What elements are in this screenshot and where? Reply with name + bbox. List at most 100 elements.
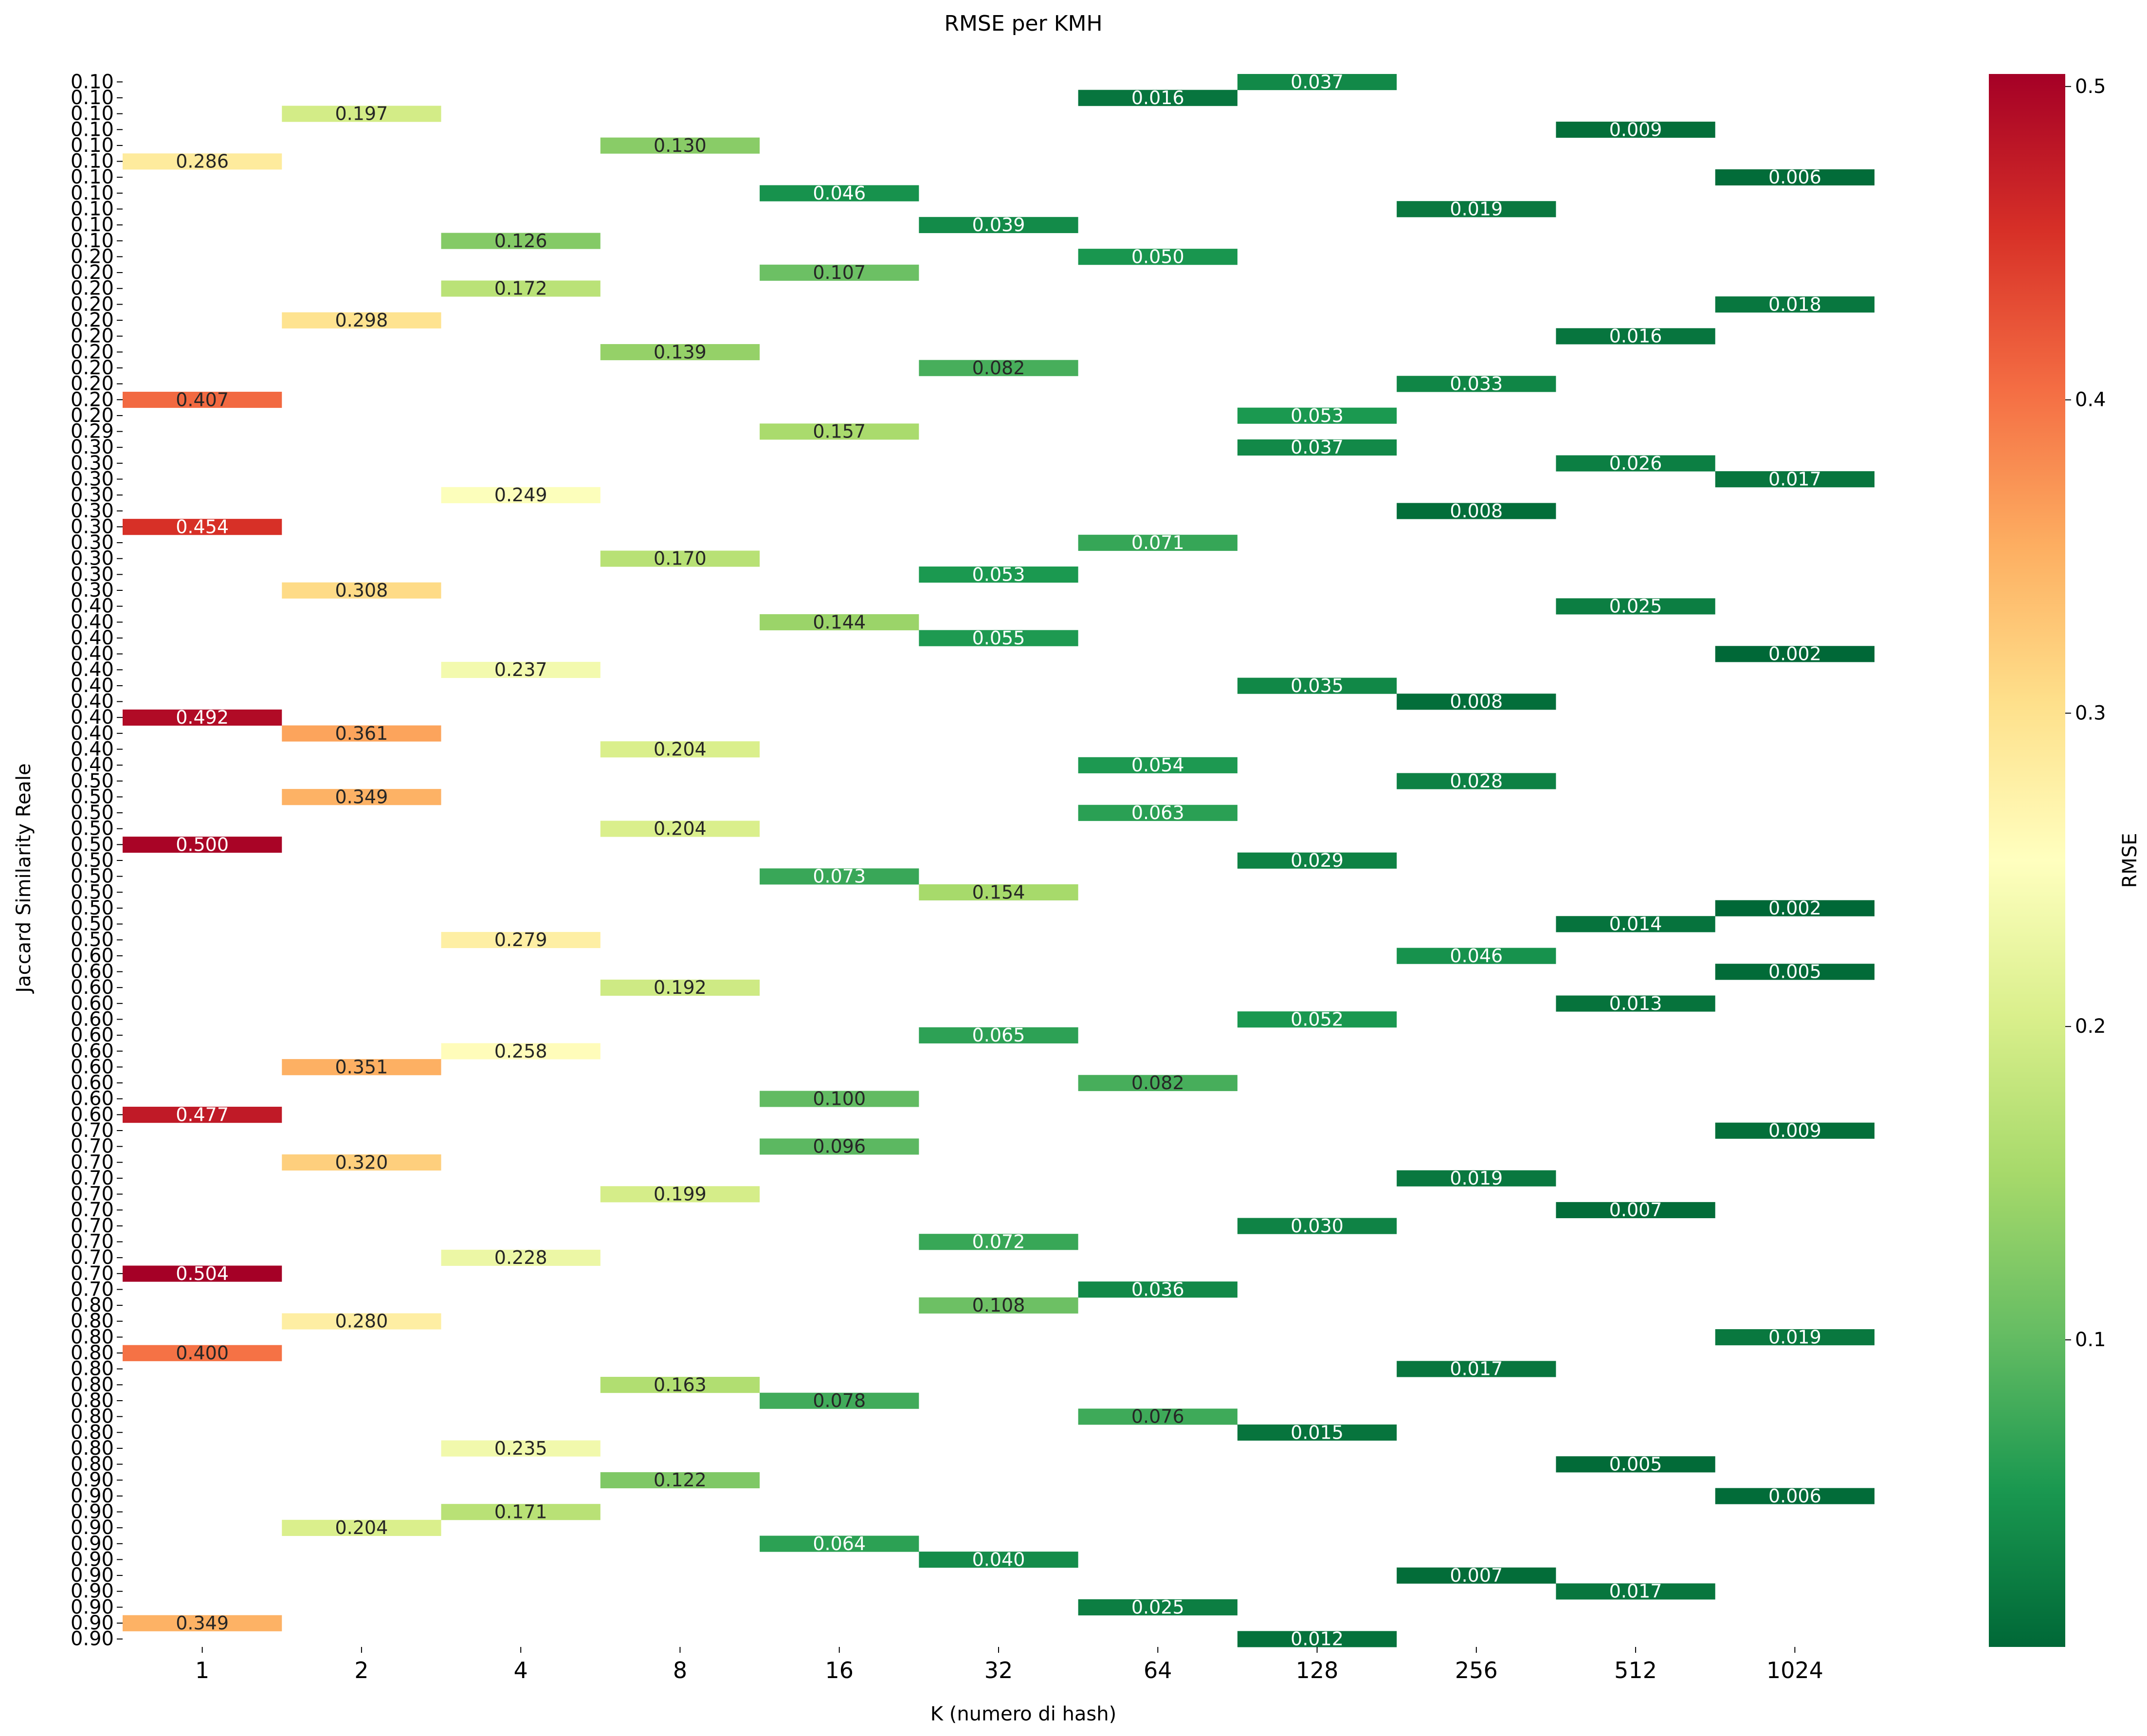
cell-value-label: 0.017 <box>1450 1358 1503 1380</box>
y-tick-label: 0.20 <box>71 357 114 379</box>
heatmap-cell <box>1715 169 1874 186</box>
y-tick-label: 0.60 <box>71 1008 114 1030</box>
heatmap-cell <box>919 360 1078 376</box>
cell-value-label: 0.005 <box>1768 961 1821 983</box>
y-tick-label: 0.40 <box>71 722 114 745</box>
heatmap-cell <box>600 1186 760 1203</box>
cell-value-label: 0.078 <box>813 1390 866 1411</box>
heatmap-cell <box>282 582 441 599</box>
heatmap-cell <box>123 1615 282 1631</box>
heatmap-cell <box>441 1249 600 1266</box>
heatmap-cell <box>919 217 1078 233</box>
y-tick-label: 0.50 <box>71 770 114 792</box>
x-tick-label: 1024 <box>1766 1657 1823 1683</box>
cell-value-label: 0.172 <box>494 278 547 299</box>
y-tick-label: 0.40 <box>71 706 114 729</box>
y-tick-label: 0.60 <box>71 1040 114 1062</box>
heatmap-cell <box>1237 1011 1397 1028</box>
colorbar-ticks: 0.1 0.2 0.3 0.4 0.5 <box>2065 75 2106 1351</box>
y-tick-label: 0.60 <box>71 1056 114 1078</box>
x-tick-label: 2 <box>354 1657 368 1683</box>
y-tick-label: 0.29 <box>71 420 114 443</box>
y-axis-ticks: 0.100.100.100.100.100.100.100.100.100.10… <box>71 71 123 1650</box>
colorbar-tick-label: 0.4 <box>2075 389 2106 411</box>
heatmap-cell <box>760 185 919 201</box>
y-tick-label: 0.60 <box>71 1024 114 1046</box>
cell-value-label: 0.046 <box>813 183 866 204</box>
cell-value-label: 0.025 <box>1609 596 1662 617</box>
heatmap-cell <box>1237 74 1397 91</box>
heatmap-cell <box>1397 503 1556 519</box>
cell-value-label: 0.279 <box>494 929 547 950</box>
y-tick-label: 0.80 <box>71 1437 114 1460</box>
cell-value-label: 0.006 <box>1768 1485 1821 1507</box>
cell-value-label: 0.036 <box>1131 1279 1184 1300</box>
heatmap-cell <box>282 1519 441 1536</box>
cell-value-label: 0.163 <box>654 1374 707 1395</box>
y-tick-label: 0.50 <box>71 802 114 824</box>
y-axis-label: Jaccard Similarity Reale <box>13 763 35 994</box>
y-tick-label: 0.40 <box>71 658 114 681</box>
cell-value-label: 0.072 <box>972 1231 1025 1253</box>
y-tick-label: 0.40 <box>71 643 114 665</box>
cell-value-label: 0.006 <box>1768 166 1821 188</box>
heatmap-cell <box>441 932 600 949</box>
cell-value-label: 0.139 <box>654 341 707 363</box>
y-tick-label: 0.50 <box>71 929 114 951</box>
y-tick-label: 0.60 <box>71 1088 114 1110</box>
y-tick-label: 0.30 <box>71 563 114 585</box>
cell-value-label: 0.054 <box>1131 754 1184 776</box>
heatmap-cell <box>441 280 600 297</box>
cell-value-label: 0.126 <box>494 230 547 252</box>
cell-value-label: 0.204 <box>654 818 707 840</box>
heatmap-cell <box>1556 1202 1715 1219</box>
heatmap-cell <box>1397 773 1556 789</box>
x-tick-label: 128 <box>1296 1657 1339 1683</box>
heatmap-cell <box>282 1313 441 1330</box>
heatmap-cell <box>282 1059 441 1076</box>
cell-value-label: 0.308 <box>335 580 388 601</box>
cell-value-label: 0.096 <box>813 1136 866 1157</box>
cell-value-label: 0.249 <box>494 484 547 506</box>
heatmap-cell <box>1397 694 1556 710</box>
heatmap-cell <box>1078 1281 1237 1298</box>
heatmap-cell <box>600 550 760 567</box>
y-tick-label: 0.10 <box>71 230 114 252</box>
cell-value-label: 0.197 <box>335 103 388 125</box>
x-tick-label: 64 <box>1144 1657 1172 1683</box>
y-tick-label: 0.40 <box>71 675 114 697</box>
y-tick-label: 0.30 <box>71 500 114 522</box>
y-tick-label: 0.60 <box>71 1072 114 1094</box>
heatmap-cell <box>1715 646 1874 662</box>
y-tick-label: 0.50 <box>71 818 114 840</box>
y-tick-label: 0.30 <box>71 531 114 554</box>
cell-value-label: 0.286 <box>176 151 229 172</box>
heatmap-cell <box>1078 90 1237 106</box>
cell-value-label: 0.228 <box>494 1247 547 1268</box>
heatmap-cell <box>1078 534 1237 551</box>
heatmap-cell <box>919 1552 1078 1568</box>
y-tick-label: 0.20 <box>71 388 114 411</box>
y-tick-label: 0.10 <box>71 214 114 236</box>
heatmap-cell <box>123 1107 282 1123</box>
heatmap-cell <box>919 566 1078 583</box>
y-tick-label: 0.50 <box>71 897 114 919</box>
y-tick-label: 0.70 <box>71 1119 114 1142</box>
y-tick-label: 0.40 <box>71 754 114 776</box>
y-tick-label: 0.40 <box>71 627 114 649</box>
y-tick-label: 0.70 <box>71 1199 114 1221</box>
heatmap-cell <box>1397 201 1556 218</box>
heatmap-cell <box>441 661 600 678</box>
heatmap-cell <box>760 423 919 440</box>
colorbar-tick-label: 0.2 <box>2075 1015 2106 1038</box>
cell-value-label: 0.017 <box>1768 468 1821 490</box>
cell-value-label: 0.107 <box>813 262 866 283</box>
cell-value-label: 0.014 <box>1609 914 1662 935</box>
y-tick-label: 0.40 <box>71 691 114 713</box>
heatmap-cell <box>600 137 760 154</box>
heatmap-cell-labels: 0.037 0.016 0.197 0.009 0.130 0.286 0.006 0.046… <box>176 71 1821 1649</box>
cell-value-label: 0.071 <box>1131 532 1184 553</box>
cell-value-label: 0.122 <box>654 1469 707 1491</box>
heatmap-cell <box>1556 328 1715 345</box>
